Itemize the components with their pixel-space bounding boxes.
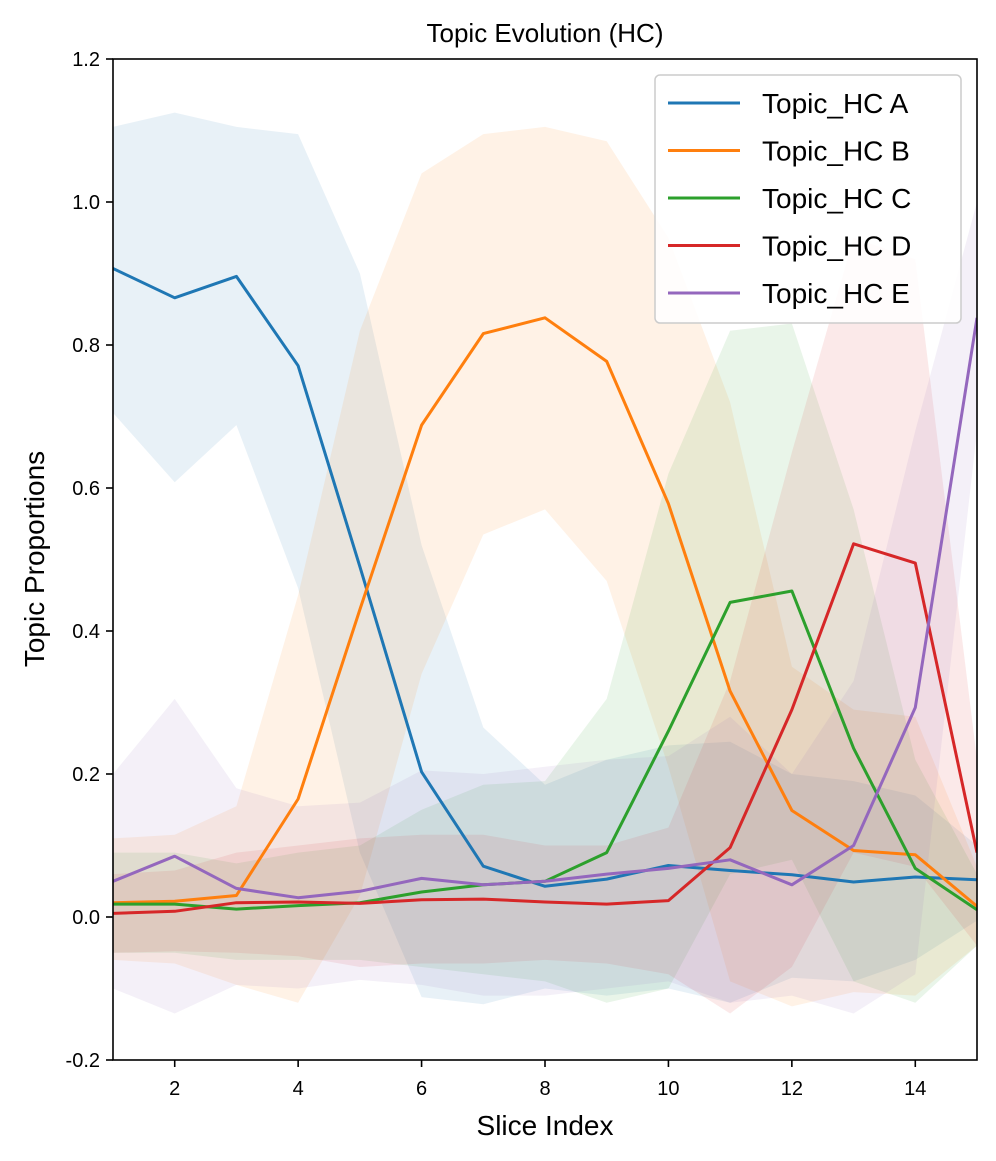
x-tick-label: 4: [293, 1078, 304, 1100]
x-tick-label: 2: [169, 1078, 180, 1100]
x-tick-label: 6: [416, 1078, 427, 1100]
y-tick-label: 0.6: [72, 478, 100, 500]
legend: Topic_HC A Topic_HC B Topic_HC C Topic_HC D…: [654, 74, 962, 324]
topic-hc-b-band: [113, 126, 977, 1007]
legend-box: [654, 74, 962, 324]
x-tick-label: 14: [904, 1078, 926, 1100]
y-axis-label: Topic Proportions: [19, 451, 50, 667]
y-tick-label: 0.8: [72, 335, 100, 357]
series-lines: [113, 267, 977, 915]
topic-hc-e-band: [113, 202, 977, 1014]
x-tick-label: 12: [781, 1078, 803, 1100]
topic-hc-b-legend-label: Topic_HC B: [762, 136, 910, 167]
x-tick-label: 8: [539, 1078, 550, 1100]
topic-hc-c-legend-label: Topic_HC C: [762, 183, 911, 214]
chart-title: Topic Evolution (HC): [427, 18, 664, 48]
y-tick-label: 0.2: [72, 764, 100, 786]
topic-hc-a-legend-label: Topic_HC A: [762, 88, 909, 119]
y-tick-label: 0.0: [72, 907, 100, 929]
topic-hc-e-legend-label: Topic_HC E: [762, 278, 910, 309]
y-tick-label: 1.2: [72, 49, 100, 71]
x-axis-label: Slice Index: [477, 1110, 614, 1141]
y-tick-label: -0.2: [66, 1050, 100, 1072]
y-tick-label: 1.0: [72, 192, 100, 214]
topic-hc-b-line: [113, 316, 977, 908]
topic-hc-d-band: [113, 237, 977, 1014]
topic-hc-d-line: [113, 542, 977, 915]
x-axis-ticks: 2 4 6 8 10 12 14: [169, 1060, 926, 1100]
x-tick-label: 10: [657, 1078, 679, 1100]
y-tick-label: 0.4: [72, 621, 100, 643]
topic-hc-e-line: [113, 317, 977, 900]
topic-hc-c-band: [113, 323, 977, 1003]
y-axis-ticks: -0.2 0.0 0.2 0.4 0.6 0.8 1.0 1.2: [66, 49, 113, 1072]
topic-hc-a-line: [113, 267, 977, 888]
topic-hc-d-legend-label: Topic_HC D: [762, 231, 911, 262]
